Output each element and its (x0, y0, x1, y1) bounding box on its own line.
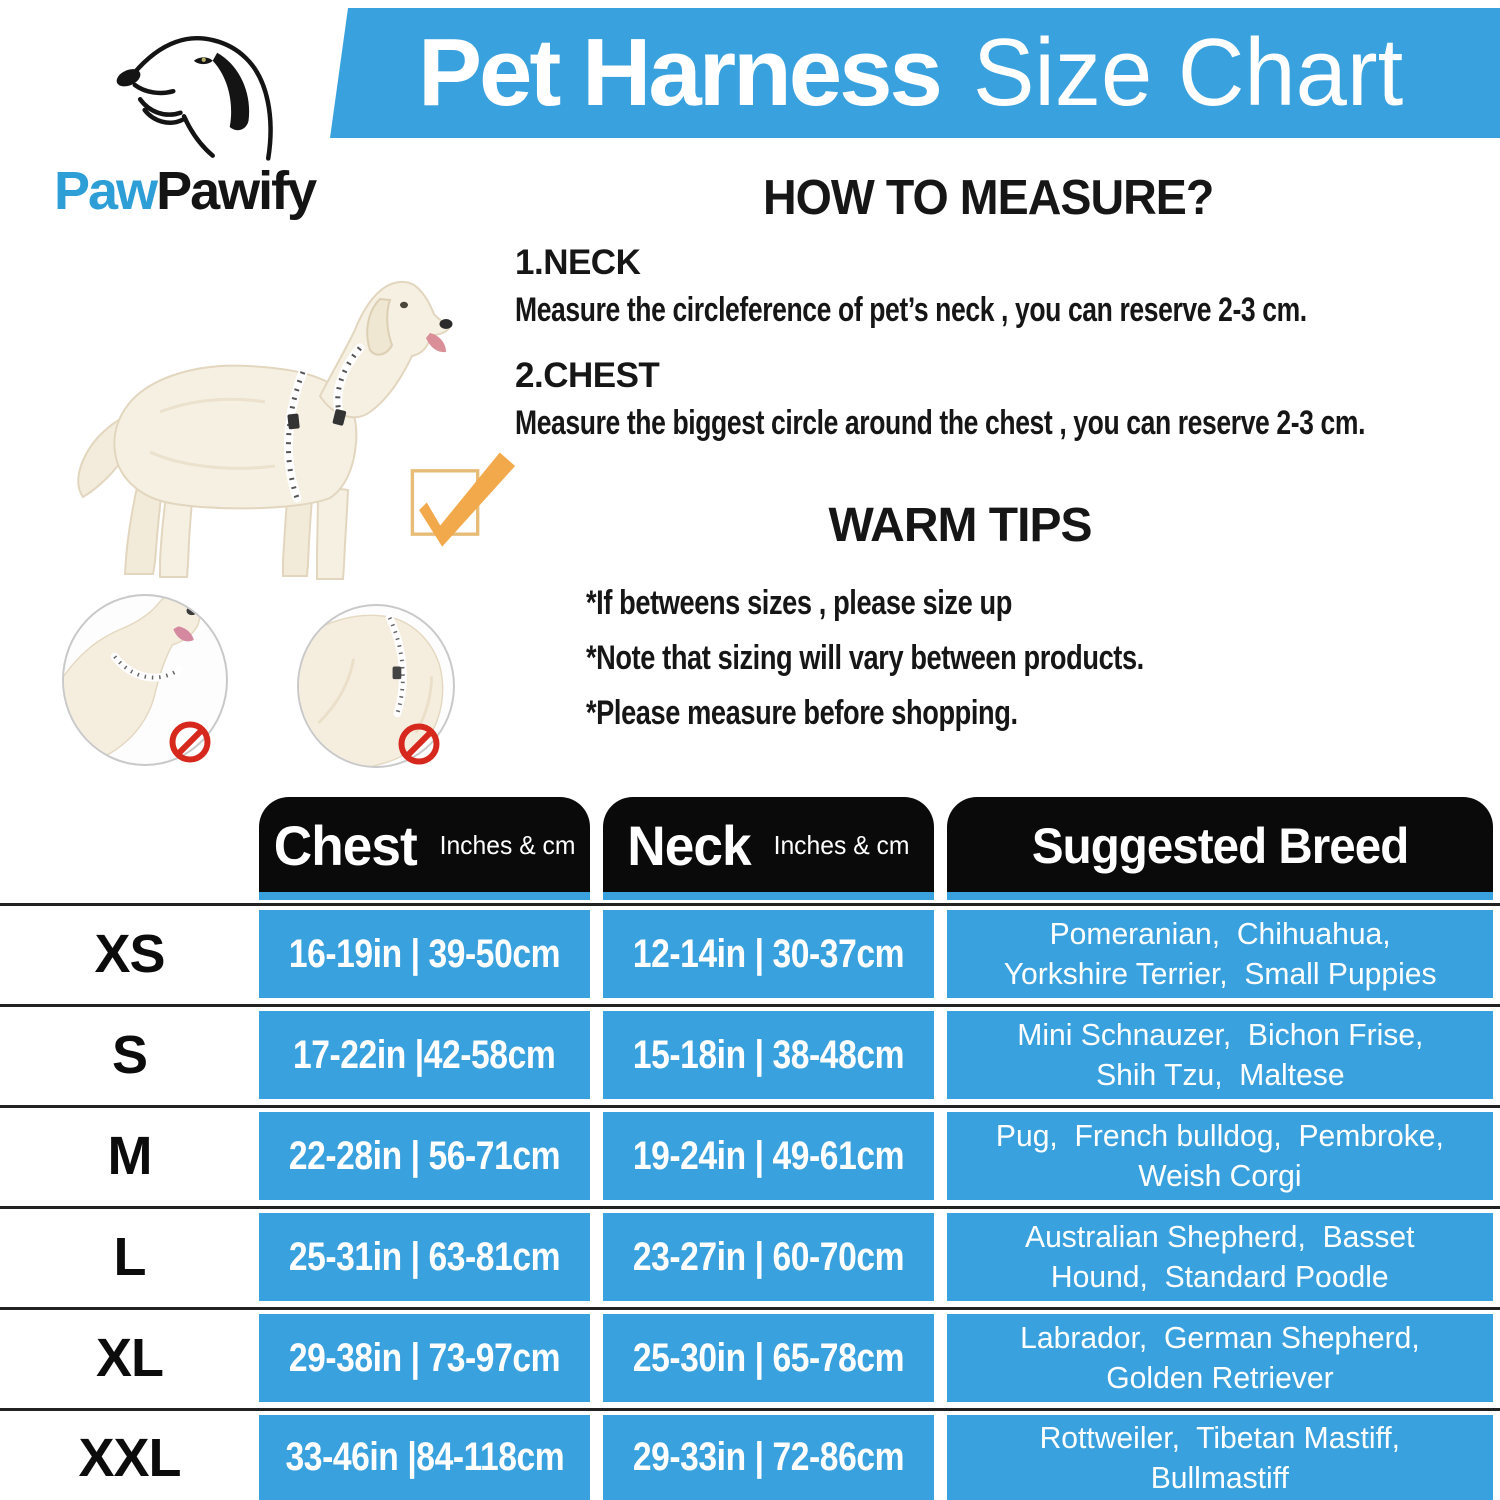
neck-value-m: 19-24in | 49-61cm (632, 1133, 905, 1178)
row-divider (0, 1206, 1500, 1209)
breed-value-xs: Pomeranian, Chihuahua, Yorkshire Terrier,… (1003, 916, 1437, 991)
brand-wordmark-paw: Paw (54, 161, 158, 221)
page-title-bold: Pet Harness (417, 19, 943, 126)
chest-cell-s: 17-22in |42-58cm (259, 1011, 590, 1099)
breed-cell-xxl: Rottweiler, Tibetan Mastiff, Bullmastiff (947, 1415, 1493, 1500)
warm-tips-heading: WARM TIPS (828, 499, 1093, 552)
dog-tongue (426, 333, 446, 353)
checkmark-icon (410, 452, 516, 547)
header-strip (947, 892, 1493, 900)
neck-value-xxl: 29-33in | 72-86cm (632, 1435, 905, 1479)
row-divider (0, 1105, 1500, 1108)
neck-cell-s: 15-18in | 38-48cm (603, 1011, 934, 1099)
prohibited-icon (169, 721, 211, 763)
dog-eye (400, 301, 408, 309)
step-neck-text: Measure the circleference of pet’s neck … (515, 291, 1307, 329)
header-strip (603, 892, 934, 900)
chest-header-title: Chest (273, 814, 417, 877)
how-to-measure-heading: HOW TO MEASURE? (763, 171, 1214, 225)
row-divider (0, 1408, 1500, 1411)
page-title-light: Size Chart (972, 19, 1404, 126)
neck-measure-tape (332, 343, 365, 426)
breed-value-xxl: Rottweiler, Tibetan Mastiff, Bullmastiff (1039, 1419, 1401, 1495)
breed-cell-xs: Pomeranian, Chihuahua, Yorkshire Terrier,… (947, 910, 1493, 998)
dog-ear (366, 297, 394, 356)
title-banner: Pet Harness Size Chart (330, 8, 1500, 138)
chest-value-s: 17-22in |42-58cm (293, 1032, 556, 1077)
wrong-measure-example-1 (62, 594, 228, 766)
step-neck-label: 1.NECK (515, 243, 641, 282)
prohibited-icon (398, 723, 440, 765)
neck-value-l: 23-27in | 60-70cm (632, 1234, 905, 1279)
column-header-chest: Chest Inches & cm (259, 797, 590, 894)
column-header-neck: Neck Inches & cm (603, 797, 934, 894)
size-label-xl: XL (95, 1328, 164, 1388)
size-label-l: L (113, 1227, 147, 1287)
breed-value-s: Mini Schnauzer, Bichon Frise, Shih Tzu, M… (1016, 1017, 1424, 1092)
chest-cell-xs: 16-19in | 39-50cm (259, 910, 590, 998)
chest-cell-xl: 29-38in | 73-97cm (259, 1314, 590, 1402)
chest-value-xl: 29-38in | 73-97cm (288, 1335, 561, 1380)
neck-value-s: 15-18in | 38-48cm (632, 1032, 905, 1077)
size-label-m: M (107, 1126, 153, 1186)
breed-cell-xl: Labrador, German Shepherd, Golden Retriev… (947, 1314, 1493, 1402)
chest-header-units: Inches & cm (439, 830, 576, 860)
neck-cell-xxl: 29-33in | 72-86cm (603, 1415, 934, 1500)
breed-value-xl: Labrador, German Shepherd, Golden Retriev… (1020, 1320, 1420, 1395)
size-label-xxl: XXL (78, 1427, 181, 1488)
neck-header-units: Inches & cm (773, 830, 910, 860)
warm-tips-list: *If betweens sizes , please size up *Not… (586, 584, 1283, 749)
tip-size-up: *If betweens sizes , please size up (586, 584, 1012, 622)
dog-body (113, 364, 358, 510)
row-divider (0, 903, 1500, 906)
dog-neck-closeup-1 (62, 594, 228, 766)
breed-header-title: Suggested Breed (1031, 817, 1409, 874)
dog-head-logo-icon (116, 36, 273, 161)
neck-value-xs: 12-14in | 30-37cm (632, 931, 905, 976)
wrong-measure-example-2 (297, 604, 455, 768)
row-divider (0, 1307, 1500, 1310)
header-strip (259, 892, 590, 900)
tip-measure-first: *Please measure before shopping. (586, 694, 1018, 732)
dog-photo (77, 280, 453, 580)
brand-logo: PawPawify (52, 14, 317, 221)
size-label-s: S (111, 1025, 148, 1085)
chest-value-xs: 16-19in | 39-50cm (288, 931, 561, 976)
step-chest-label: 2.CHEST (515, 356, 660, 395)
breed-value-m: Pug, French bulldog, Pembroke, Weish Corg… (996, 1118, 1444, 1193)
brand-wordmark: PawPawify (54, 160, 317, 222)
measure-steps: 1.NECK Measure the circleference of pet’… (515, 243, 1500, 469)
chest-cell-l: 25-31in | 63-81cm (259, 1213, 590, 1301)
neck-cell-xs: 12-14in | 30-37cm (603, 910, 934, 998)
chest-measure-tape (283, 367, 308, 503)
neck-value-xl: 25-30in | 65-78cm (632, 1335, 905, 1380)
chest-cell-m: 22-28in | 56-71cm (259, 1112, 590, 1200)
neck-cell-xl: 25-30in | 65-78cm (603, 1314, 934, 1402)
row-divider (0, 1004, 1500, 1007)
dog-nose (439, 319, 453, 329)
step-chest-text: Measure the biggest circle around the ch… (515, 404, 1366, 442)
size-label-xs: XS (94, 924, 165, 984)
chest-value-xxl: 33-46in |84-118cm (285, 1435, 564, 1479)
tip-sizing-varies: *Note that sizing will vary between prod… (586, 639, 1144, 677)
neck-cell-l: 23-27in | 60-70cm (603, 1213, 934, 1301)
neck-cell-m: 19-24in | 49-61cm (603, 1112, 934, 1200)
chest-cell-xxl: 33-46in |84-118cm (259, 1415, 590, 1500)
breed-cell-l: Australian Shepherd, Basset Hound, Standa… (947, 1213, 1493, 1301)
breed-value-l: Australian Shepherd, Basset Hound, Standa… (1025, 1219, 1415, 1294)
breed-cell-m: Pug, French bulldog, Pembroke, Weish Corg… (947, 1112, 1493, 1200)
breed-cell-s: Mini Schnauzer, Bichon Frise, Shih Tzu, M… (947, 1011, 1493, 1099)
neck-header-title: Neck (627, 814, 751, 877)
brand-wordmark-pawify: Pawify (156, 161, 317, 221)
column-header-breed: Suggested Breed (947, 797, 1493, 894)
chest-value-m: 22-28in | 56-71cm (288, 1133, 561, 1178)
chest-value-l: 25-31in | 63-81cm (288, 1234, 561, 1279)
